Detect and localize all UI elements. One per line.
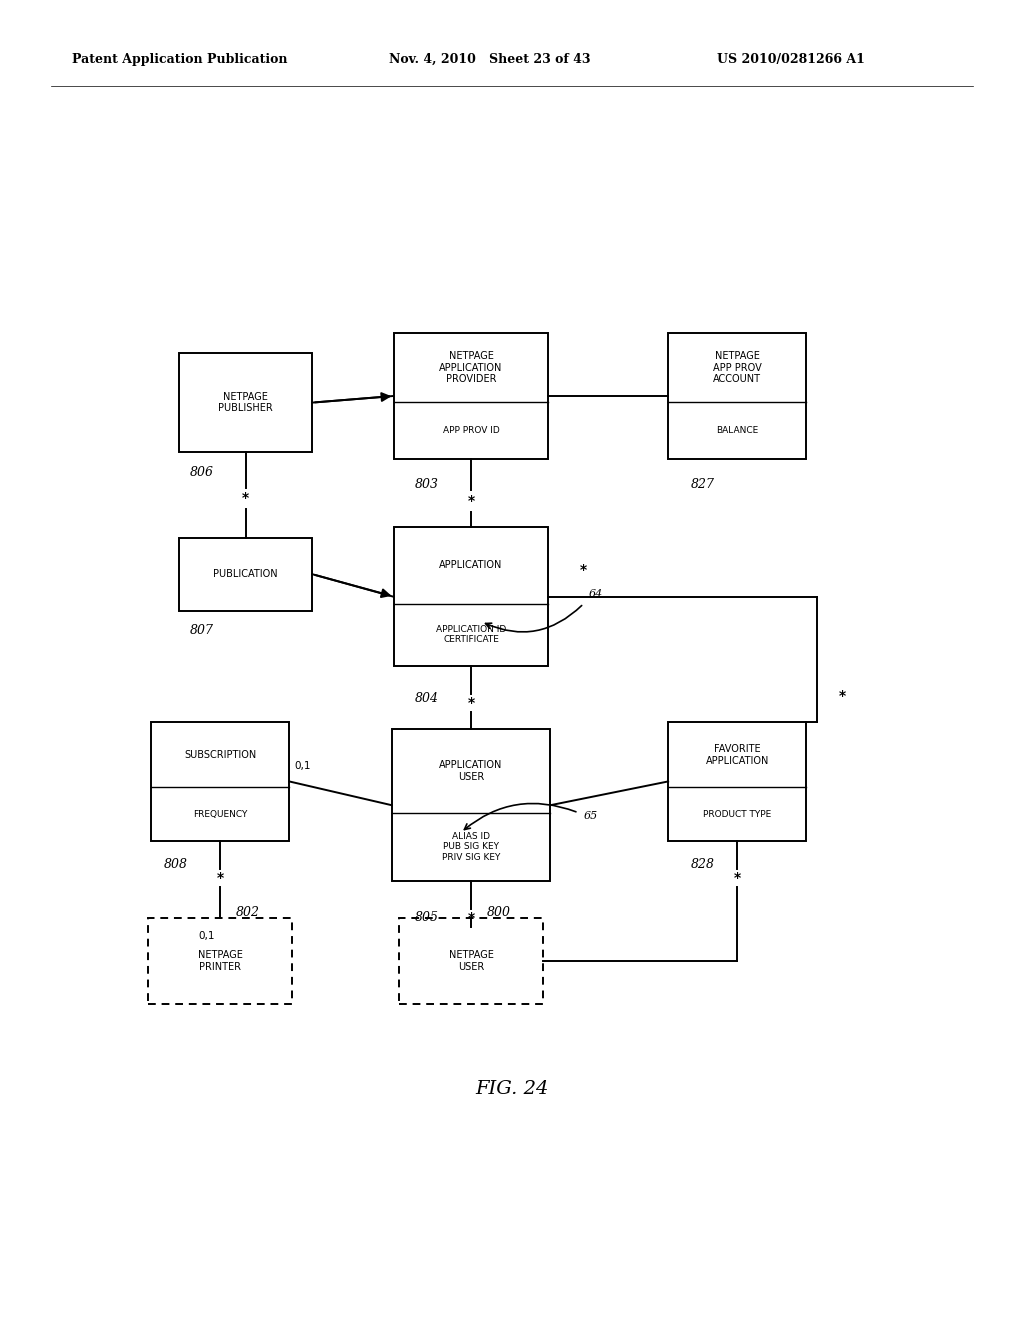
Text: ALIAS ID
PUB SIG KEY
PRIV SIG KEY: ALIAS ID PUB SIG KEY PRIV SIG KEY bbox=[441, 832, 501, 862]
Bar bbox=[391, 729, 551, 882]
Text: FREQUENCY: FREQUENCY bbox=[193, 809, 248, 818]
Text: 0,1: 0,1 bbox=[199, 932, 215, 941]
Text: 805: 805 bbox=[415, 911, 438, 924]
Text: NETPAGE
PRINTER: NETPAGE PRINTER bbox=[198, 950, 243, 972]
Text: 806: 806 bbox=[189, 466, 213, 479]
Bar bbox=[394, 527, 548, 665]
Text: *: * bbox=[734, 871, 740, 884]
Text: NETPAGE
USER: NETPAGE USER bbox=[449, 950, 494, 972]
Bar bbox=[179, 354, 312, 451]
Text: 828: 828 bbox=[691, 858, 715, 871]
Bar bbox=[668, 334, 807, 459]
Bar bbox=[152, 722, 289, 841]
Text: 65: 65 bbox=[584, 812, 598, 821]
Text: 807: 807 bbox=[189, 624, 213, 638]
Text: SUBSCRIPTION: SUBSCRIPTION bbox=[184, 750, 256, 760]
Text: Patent Application Publication: Patent Application Publication bbox=[72, 53, 287, 66]
Text: US 2010/0281266 A1: US 2010/0281266 A1 bbox=[717, 53, 864, 66]
Bar bbox=[394, 334, 548, 459]
Text: 800: 800 bbox=[486, 906, 510, 919]
Text: PRODUCT TYPE: PRODUCT TYPE bbox=[703, 809, 771, 818]
Text: 64: 64 bbox=[589, 589, 603, 599]
Text: NETPAGE
APP PROV
ACCOUNT: NETPAGE APP PROV ACCOUNT bbox=[713, 351, 762, 384]
Text: 804: 804 bbox=[415, 692, 438, 705]
Text: *: * bbox=[243, 491, 249, 506]
Text: *: * bbox=[468, 494, 474, 508]
Text: APPLICATION
USER: APPLICATION USER bbox=[439, 760, 503, 781]
Text: APPLICATION ID
CERTIFICATE: APPLICATION ID CERTIFICATE bbox=[436, 626, 506, 644]
Bar bbox=[668, 722, 807, 841]
Text: *: * bbox=[839, 689, 846, 702]
Text: 802: 802 bbox=[236, 906, 259, 919]
Text: PUBLICATION: PUBLICATION bbox=[213, 569, 279, 579]
Text: FAVORITE
APPLICATION: FAVORITE APPLICATION bbox=[706, 744, 769, 766]
Text: FIG. 24: FIG. 24 bbox=[475, 1080, 549, 1098]
Text: 827: 827 bbox=[691, 478, 715, 491]
Text: *: * bbox=[581, 564, 587, 577]
Text: NETPAGE
PUBLISHER: NETPAGE PUBLISHER bbox=[218, 392, 273, 413]
Text: BALANCE: BALANCE bbox=[716, 426, 759, 436]
Text: 0,1: 0,1 bbox=[295, 760, 311, 771]
Text: 808: 808 bbox=[164, 858, 187, 871]
Text: *: * bbox=[468, 911, 474, 925]
Text: *: * bbox=[468, 696, 474, 710]
Bar bbox=[148, 919, 292, 1003]
Text: *: * bbox=[217, 871, 223, 884]
Text: APP PROV ID: APP PROV ID bbox=[442, 426, 500, 436]
Bar bbox=[399, 919, 543, 1003]
Text: Nov. 4, 2010   Sheet 23 of 43: Nov. 4, 2010 Sheet 23 of 43 bbox=[389, 53, 591, 66]
Text: NETPAGE
APPLICATION
PROVIDER: NETPAGE APPLICATION PROVIDER bbox=[439, 351, 503, 384]
Bar bbox=[179, 539, 312, 610]
Text: 803: 803 bbox=[415, 478, 438, 491]
Text: APPLICATION: APPLICATION bbox=[439, 561, 503, 570]
